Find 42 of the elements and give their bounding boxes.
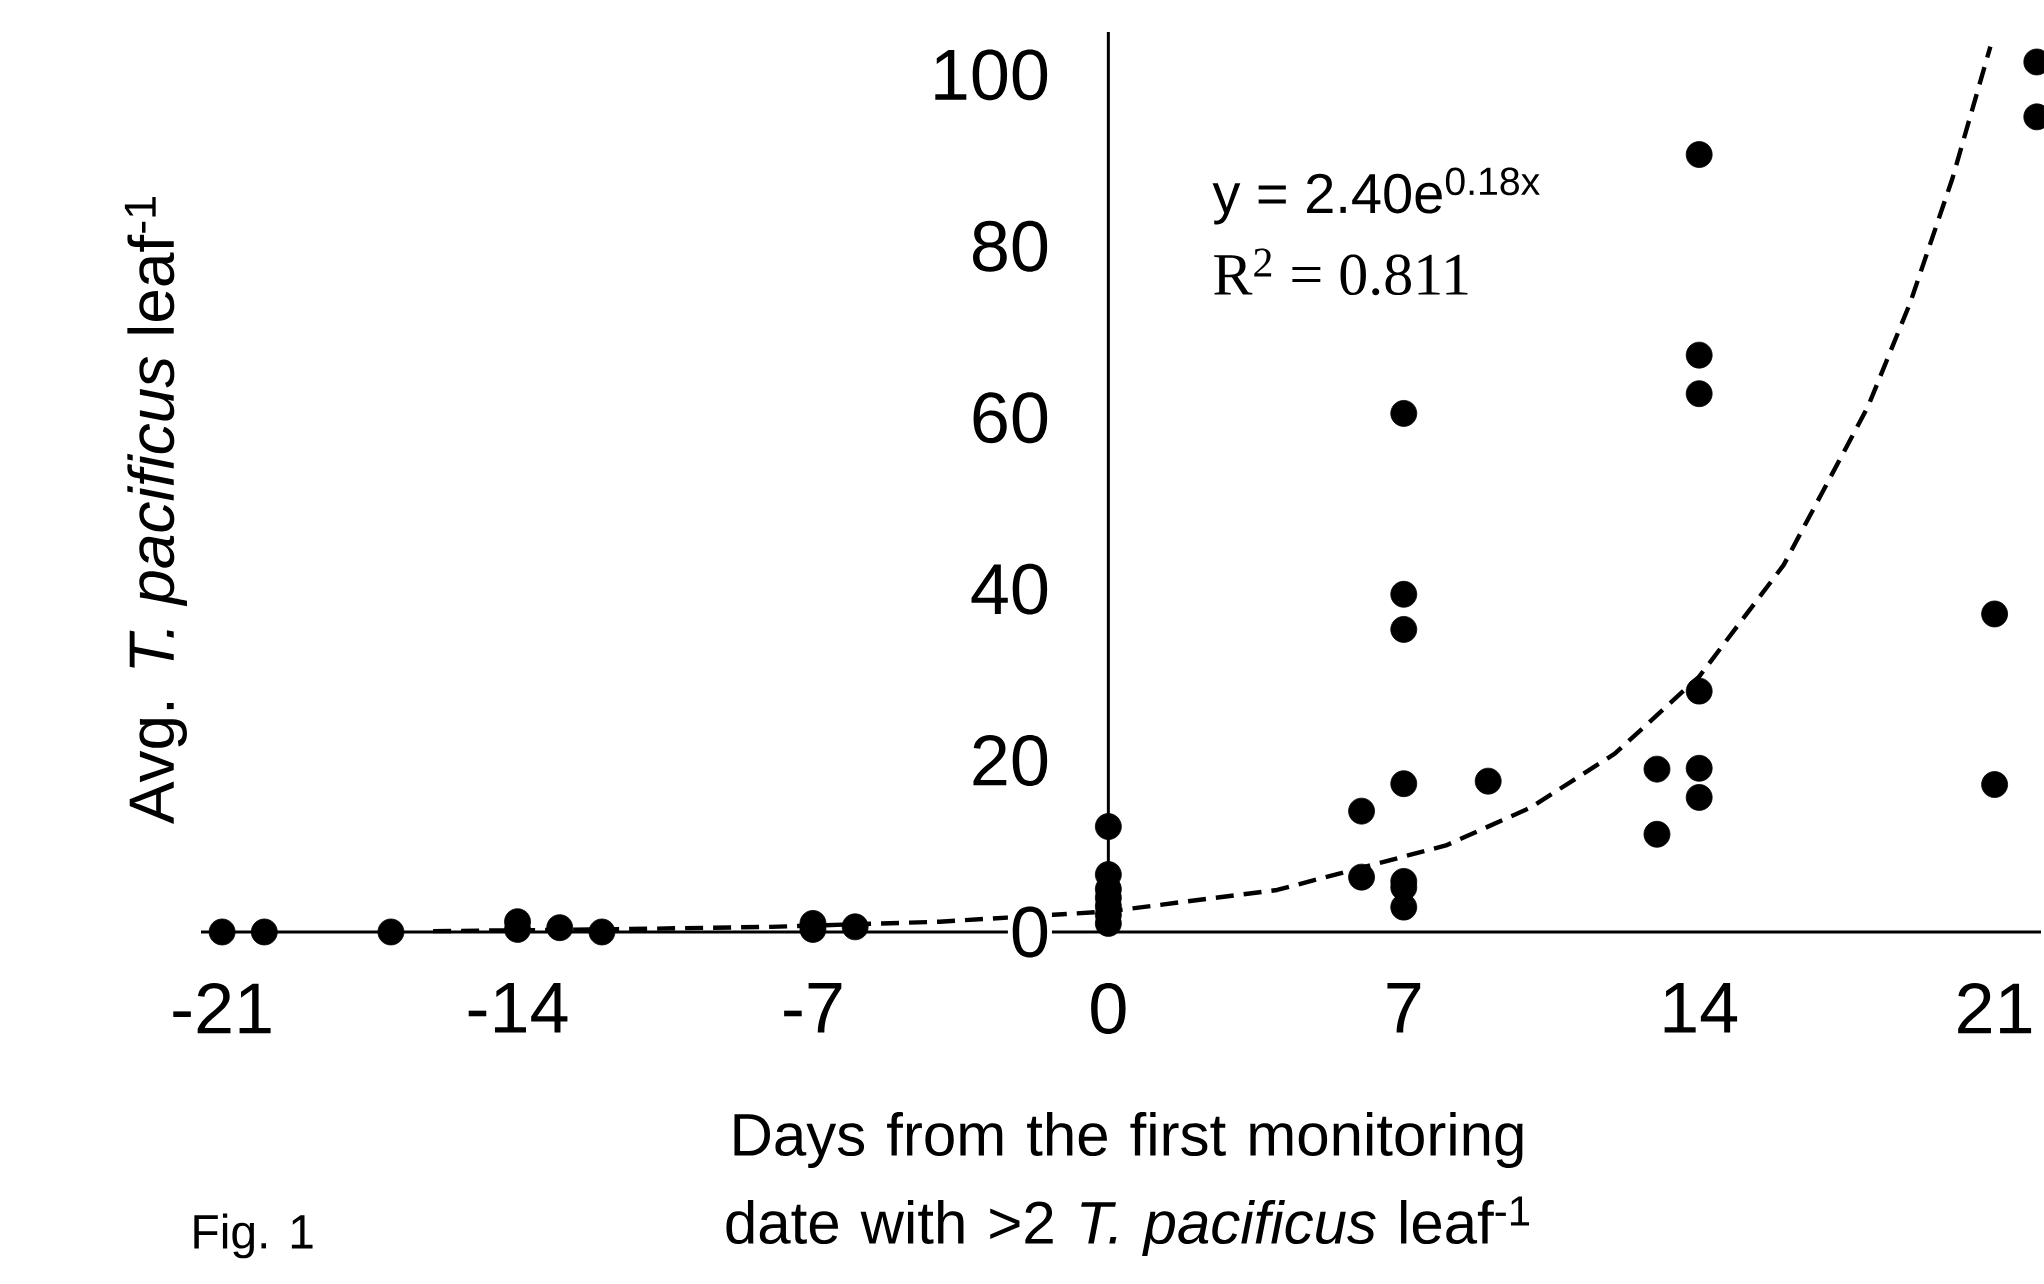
point	[1474, 767, 1502, 795]
point	[546, 914, 574, 942]
point	[1685, 341, 1713, 369]
point	[1685, 754, 1713, 782]
point	[377, 918, 405, 946]
x-tick-label: 7	[1387, 983, 1421, 1033]
point	[1685, 784, 1713, 811]
point	[250, 918, 278, 946]
point	[1390, 770, 1418, 798]
point	[208, 918, 236, 946]
point	[1685, 380, 1713, 408]
y-axis-title: Avg. T. pacificus leaf$^{-1}$	[124, 197, 187, 824]
point	[1643, 820, 1671, 848]
annotation: y = 2.40e$^{0.18x}$	[1212, 167, 1540, 225]
x-tick-label: -14	[468, 983, 568, 1033]
x-tick-label: 21	[1958, 983, 2032, 1034]
annotation: R$^{2}$ = 0.811	[1214, 248, 1468, 296]
point	[1348, 863, 1375, 891]
x-tick-label: 0	[1091, 983, 1126, 1035]
point	[1685, 141, 1713, 168]
x-tick-label: -21	[173, 983, 271, 1034]
y-tick-label: 20	[973, 735, 1048, 787]
point	[1981, 771, 2008, 798]
point	[1348, 797, 1375, 825]
point	[1685, 677, 1713, 705]
x-tick-label: 14	[1664, 983, 1738, 1033]
point	[1390, 580, 1418, 608]
caption: Fig. 1	[194, 1213, 313, 1259]
x-axis-title: Days from the first monitoring date with >2 T. pacificus leaf$^{-1}$	[726, 1112, 1530, 1256]
point	[1094, 813, 1122, 840]
y-tick-label: 100	[935, 49, 1048, 101]
point	[841, 913, 869, 941]
point	[1390, 616, 1418, 643]
y-tick-label: 60	[973, 392, 1048, 444]
y-tick-label: 0	[1012, 906, 1048, 958]
x-tick-label: -7	[784, 983, 842, 1033]
point	[588, 918, 616, 946]
y-tick-label: 80	[973, 220, 1048, 272]
y-tick-label: 40	[971, 563, 1048, 615]
point	[1981, 600, 2008, 628]
point	[1643, 755, 1671, 783]
point	[1390, 400, 1418, 427]
